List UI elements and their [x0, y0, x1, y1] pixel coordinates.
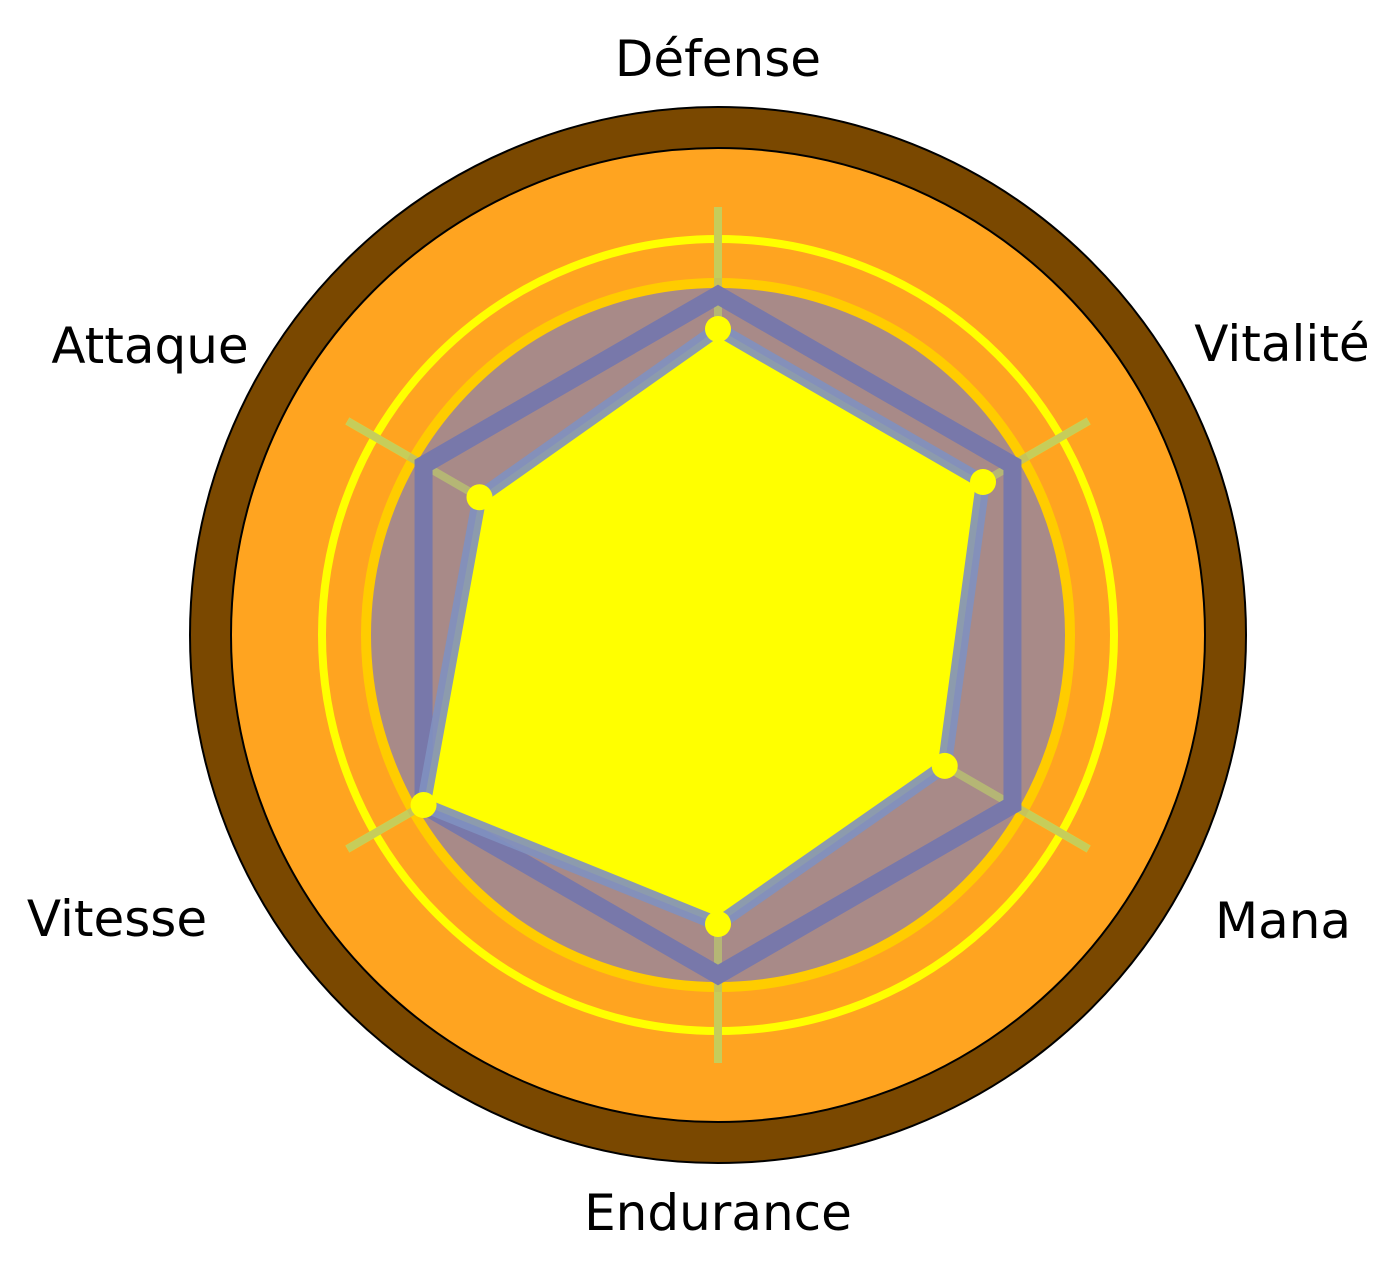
axis-label-endurance: Endurance [584, 1184, 852, 1242]
data-point-1 [970, 469, 997, 495]
axis-label-defense: Défense [615, 30, 821, 88]
max-hexagon [414, 284, 1022, 986]
axis-label-vitesse: Vitesse [27, 890, 207, 948]
data-point-4 [410, 792, 437, 818]
data-point-5 [466, 484, 493, 511]
axis-label-vitalite: Vitalité [1194, 315, 1369, 373]
data-point-2 [931, 752, 958, 779]
axis-label-mana: Mana [1215, 892, 1351, 950]
axis-label-attaque: Attaque [51, 317, 248, 375]
data-point-0 [705, 316, 731, 342]
data-point-3 [705, 911, 731, 937]
